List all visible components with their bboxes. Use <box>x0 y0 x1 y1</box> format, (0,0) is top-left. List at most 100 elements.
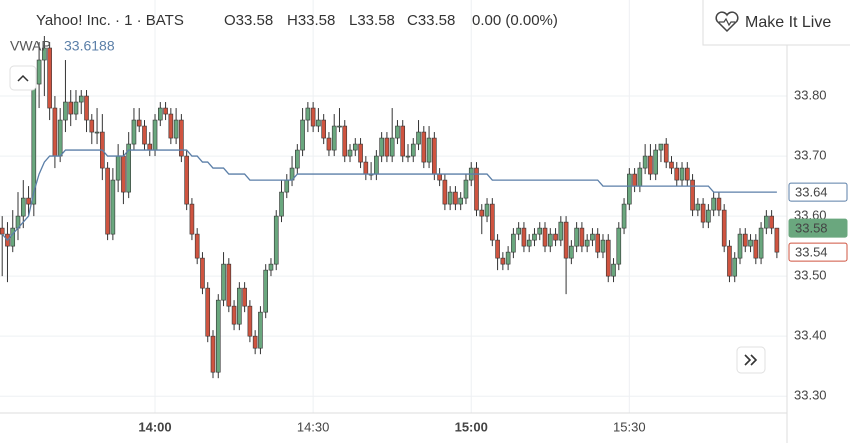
candle-body <box>384 137 390 157</box>
candle-body <box>131 119 137 145</box>
candle-body <box>537 227 543 235</box>
candle-body <box>136 119 142 127</box>
candle-body <box>310 107 316 127</box>
candle-body <box>421 131 427 163</box>
candle-body <box>326 137 332 151</box>
x-tick-label: 14:00 <box>138 419 171 434</box>
candle-body <box>542 227 548 247</box>
candle-body <box>611 263 616 277</box>
candle-body <box>648 155 653 175</box>
y-tick-label: 33.50 <box>794 268 827 283</box>
candle-body <box>337 125 342 128</box>
candle-body <box>242 287 247 307</box>
make-it-live-button[interactable]: Make It Live <box>702 0 850 46</box>
collapse-button[interactable] <box>9 65 37 91</box>
candle-body <box>484 203 490 217</box>
candle-body <box>558 221 564 241</box>
candle-body <box>221 263 226 301</box>
price-tag <box>788 242 848 262</box>
candle-body <box>621 203 627 229</box>
candle-body <box>416 131 421 145</box>
candle-body <box>379 137 384 157</box>
candle-body <box>737 233 743 259</box>
button-label[interactable]: Make It Live <box>745 14 831 31</box>
candle-body <box>352 143 358 151</box>
candle-body <box>774 227 780 253</box>
candle-body <box>389 137 395 157</box>
candle-body <box>695 203 701 211</box>
candle-body <box>458 197 463 205</box>
vwap-legend-value: 33.6188 <box>64 38 115 54</box>
candle-body <box>679 167 685 181</box>
candle-body <box>727 245 732 277</box>
candle-body <box>247 305 253 337</box>
candle-body <box>526 239 532 247</box>
candle-body <box>57 119 63 157</box>
candle-body <box>769 215 774 229</box>
candle-body <box>706 209 711 223</box>
candle-body <box>500 257 506 265</box>
candle-body <box>189 203 195 235</box>
vwap-legend-name: VWAP <box>10 38 51 54</box>
candle-body <box>147 143 153 151</box>
candle-body <box>684 167 690 181</box>
candle-body <box>205 287 211 337</box>
candle-body <box>268 263 274 271</box>
candle-body <box>47 47 52 109</box>
candle-body <box>395 125 400 139</box>
candle-body <box>758 227 764 259</box>
candle-body <box>115 155 121 181</box>
symbol-title: Yahoo! Inc. · 1 · BATS <box>36 12 184 29</box>
candle-body <box>700 203 706 223</box>
candle-body <box>273 215 279 265</box>
candle-body <box>669 161 674 169</box>
candle-body <box>215 299 221 373</box>
ohlc-open: O33.58 <box>224 12 273 29</box>
candle-body <box>505 251 511 265</box>
candle-body <box>163 107 168 115</box>
candle-body <box>231 305 237 325</box>
candle-body <box>158 107 163 121</box>
candle-body <box>627 173 632 205</box>
ohlc-low: L33.58 <box>349 12 395 29</box>
candle-body <box>279 191 284 217</box>
candle-body <box>569 245 574 259</box>
price-tag-label: 33.54 <box>795 245 828 260</box>
price-tag-label: 33.58 <box>795 221 828 236</box>
candle-body <box>300 119 305 151</box>
candle-body <box>616 227 622 265</box>
candle-body <box>89 119 95 133</box>
price-tag-label: 33.64 <box>795 185 828 200</box>
candle-body <box>764 215 769 229</box>
candle-body <box>42 47 47 61</box>
candle-body <box>632 173 637 187</box>
candle-body <box>511 233 516 253</box>
candle-body <box>437 173 442 181</box>
candle-body <box>742 233 748 247</box>
x-tick-label: 15:00 <box>455 419 488 434</box>
candle-body <box>73 101 79 115</box>
candle-body <box>10 227 16 247</box>
change: 0.00 (0.00%) <box>472 12 558 29</box>
candle-body <box>663 143 669 163</box>
candle-body <box>121 155 126 193</box>
scroll-button[interactable] <box>736 346 766 374</box>
candle-body <box>532 233 537 241</box>
candle-body <box>110 179 116 235</box>
candle-body <box>321 119 326 139</box>
candle-body <box>405 155 411 158</box>
candle-body <box>142 125 147 145</box>
candle-body <box>168 113 174 139</box>
candle-body <box>252 335 258 349</box>
candle-body <box>732 257 738 277</box>
candle-body <box>553 233 558 241</box>
candle-body <box>453 191 458 205</box>
candle-body <box>374 155 379 175</box>
candle-body <box>579 227 585 247</box>
candle-body <box>36 59 42 85</box>
candle-body <box>716 197 722 211</box>
candle-body <box>295 149 300 169</box>
candle-body <box>711 197 716 211</box>
candle-body <box>547 233 553 247</box>
